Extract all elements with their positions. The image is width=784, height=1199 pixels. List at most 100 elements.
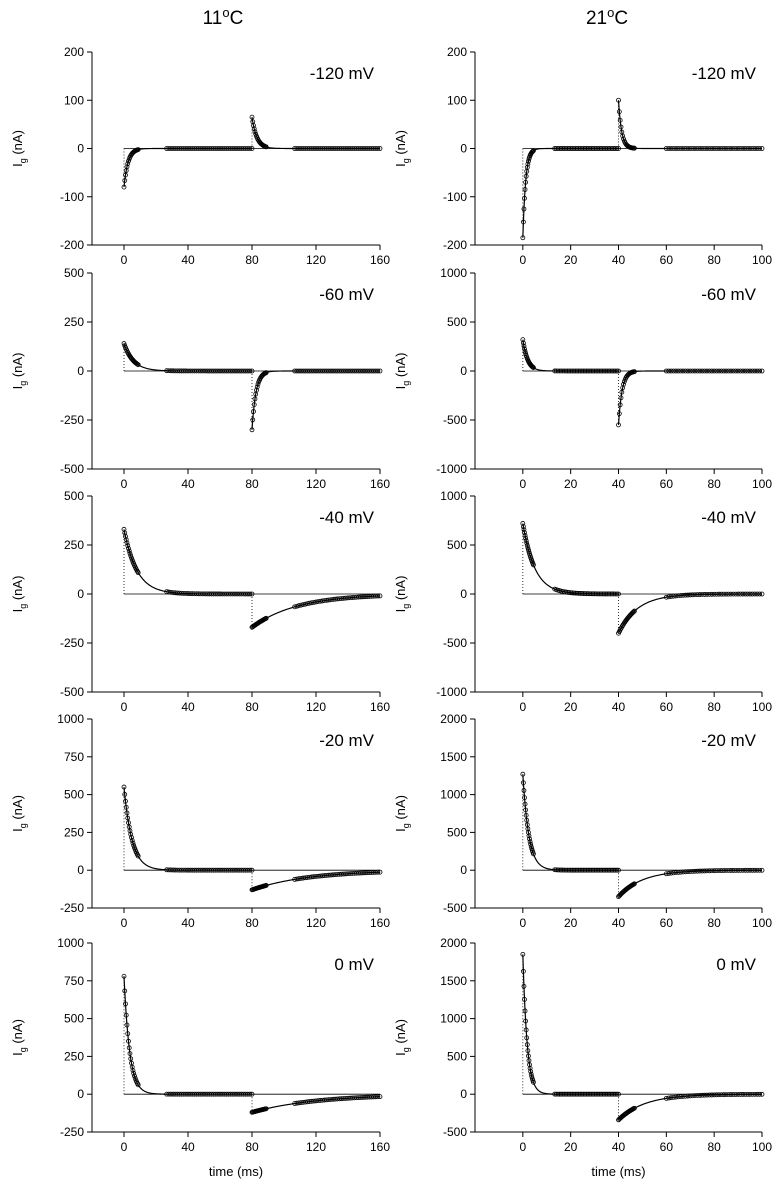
off-data-point: [377, 1094, 383, 1100]
off-data-point: [706, 868, 712, 874]
off-data-point: [671, 593, 676, 599]
on-data-point: [531, 148, 536, 154]
off-data-point: [706, 368, 712, 374]
y-axis-label: Ig (nA): [393, 795, 411, 832]
off-data-point: [305, 601, 310, 607]
off-data-point: [721, 146, 727, 151]
on-data-point: [577, 1091, 583, 1097]
off-data-point: [714, 1092, 719, 1098]
on-data-point: [569, 1091, 575, 1097]
x-tick-label: 100: [752, 477, 772, 491]
off-data-point: [616, 411, 622, 417]
off-data-point: [730, 146, 736, 151]
on-data-point: [135, 570, 141, 576]
on-data-point: [123, 804, 129, 810]
on-data-point: [131, 843, 137, 848]
y-tick-label: -250: [60, 636, 84, 650]
off-data-point: [735, 368, 741, 374]
off-data-point: [680, 1094, 686, 1099]
x-tick-label: 20: [564, 1140, 578, 1154]
on-data-point: [592, 591, 597, 597]
on-data-point: [128, 1056, 134, 1062]
on-data-point: [585, 368, 591, 374]
on-trace: [121, 784, 255, 873]
on-data-point: [527, 836, 532, 842]
on-data-point: [527, 839, 533, 845]
off-data-point: [730, 868, 736, 873]
off-data-point: [685, 592, 691, 598]
on-data-point: [568, 867, 574, 873]
on-data-point: [568, 368, 574, 374]
off-data-point: [759, 867, 765, 873]
off-data-point: [695, 1093, 700, 1098]
off-data-point: [621, 381, 626, 387]
on-data-point: [609, 368, 615, 374]
off-data-point: [747, 591, 753, 597]
off-data-point: [752, 146, 758, 151]
on-data-point: [596, 867, 602, 873]
x-tick-label: 100: [752, 916, 772, 930]
on-data-point: [582, 867, 588, 873]
on-data-point: [582, 591, 588, 597]
on-data-point: [593, 368, 599, 374]
on-data-point: [522, 195, 527, 201]
on-data-point: [129, 838, 135, 843]
off-data-point: [754, 867, 760, 873]
on-data-point: [566, 867, 572, 873]
voltage-label: -60 mV: [319, 285, 374, 304]
off-data-point: [704, 146, 710, 151]
off-data-point: [307, 600, 313, 606]
voltage-label: -120 mV: [310, 64, 375, 83]
x-tick-label: 20: [564, 253, 578, 267]
on-data-point: [609, 867, 615, 873]
off-data-point: [740, 591, 746, 597]
y-axis-label: Ig (nA): [393, 1019, 411, 1056]
on-data-point: [528, 1071, 534, 1077]
on-data-point: [573, 1091, 578, 1097]
on-data-point: [573, 368, 578, 374]
on-data-point: [125, 161, 131, 167]
on-data-point: [561, 867, 567, 873]
on-data-point: [608, 867, 613, 873]
on-fit-curve: [522, 147, 619, 238]
off-data-point: [728, 591, 734, 597]
off-data-point: [683, 146, 688, 151]
off-data-point: [632, 369, 637, 375]
on-data-point: [528, 1069, 534, 1074]
on-data-point: [592, 368, 597, 374]
off-data-point: [745, 368, 751, 374]
on-data-point: [603, 368, 609, 374]
y-tick-label: -100: [60, 190, 84, 204]
off-data-point: [728, 368, 734, 374]
on-data-point: [249, 368, 255, 374]
x-tick-label: 160: [370, 916, 390, 930]
on-data-point: [606, 146, 612, 151]
off-data-point: [711, 591, 717, 597]
on-data-point: [595, 1091, 601, 1097]
on-data-point: [603, 146, 609, 151]
on-data-point: [128, 553, 134, 559]
on-data-point: [604, 368, 610, 374]
voltage-label: -120 mV: [692, 64, 757, 83]
off-data-point: [757, 591, 763, 597]
on-data-point: [592, 146, 597, 151]
off-data-point: [730, 591, 736, 597]
on-data-point: [614, 1091, 620, 1097]
on-fit-curve: [522, 523, 619, 595]
off-data-point: [255, 381, 261, 387]
y-tick-label: 0: [77, 1087, 84, 1101]
on-data-point: [573, 146, 578, 151]
off-data-point: [632, 1105, 637, 1111]
on-data-point: [563, 1091, 569, 1097]
panel-3: -500 -250 0 250 500 0 40 80 120 160 Ig (nA) -60 mV: [10, 266, 390, 491]
on-data-point: [122, 530, 128, 536]
on-data-point: [523, 179, 529, 185]
voltage-label: -20 mV: [319, 731, 374, 750]
on-data-point: [595, 368, 601, 374]
on-data-point: [595, 591, 601, 597]
on-data-point: [122, 178, 128, 183]
off-data-point: [738, 867, 743, 873]
off-data-point: [702, 592, 707, 597]
off-data-point: [723, 591, 729, 597]
on-data-point: [561, 146, 567, 151]
